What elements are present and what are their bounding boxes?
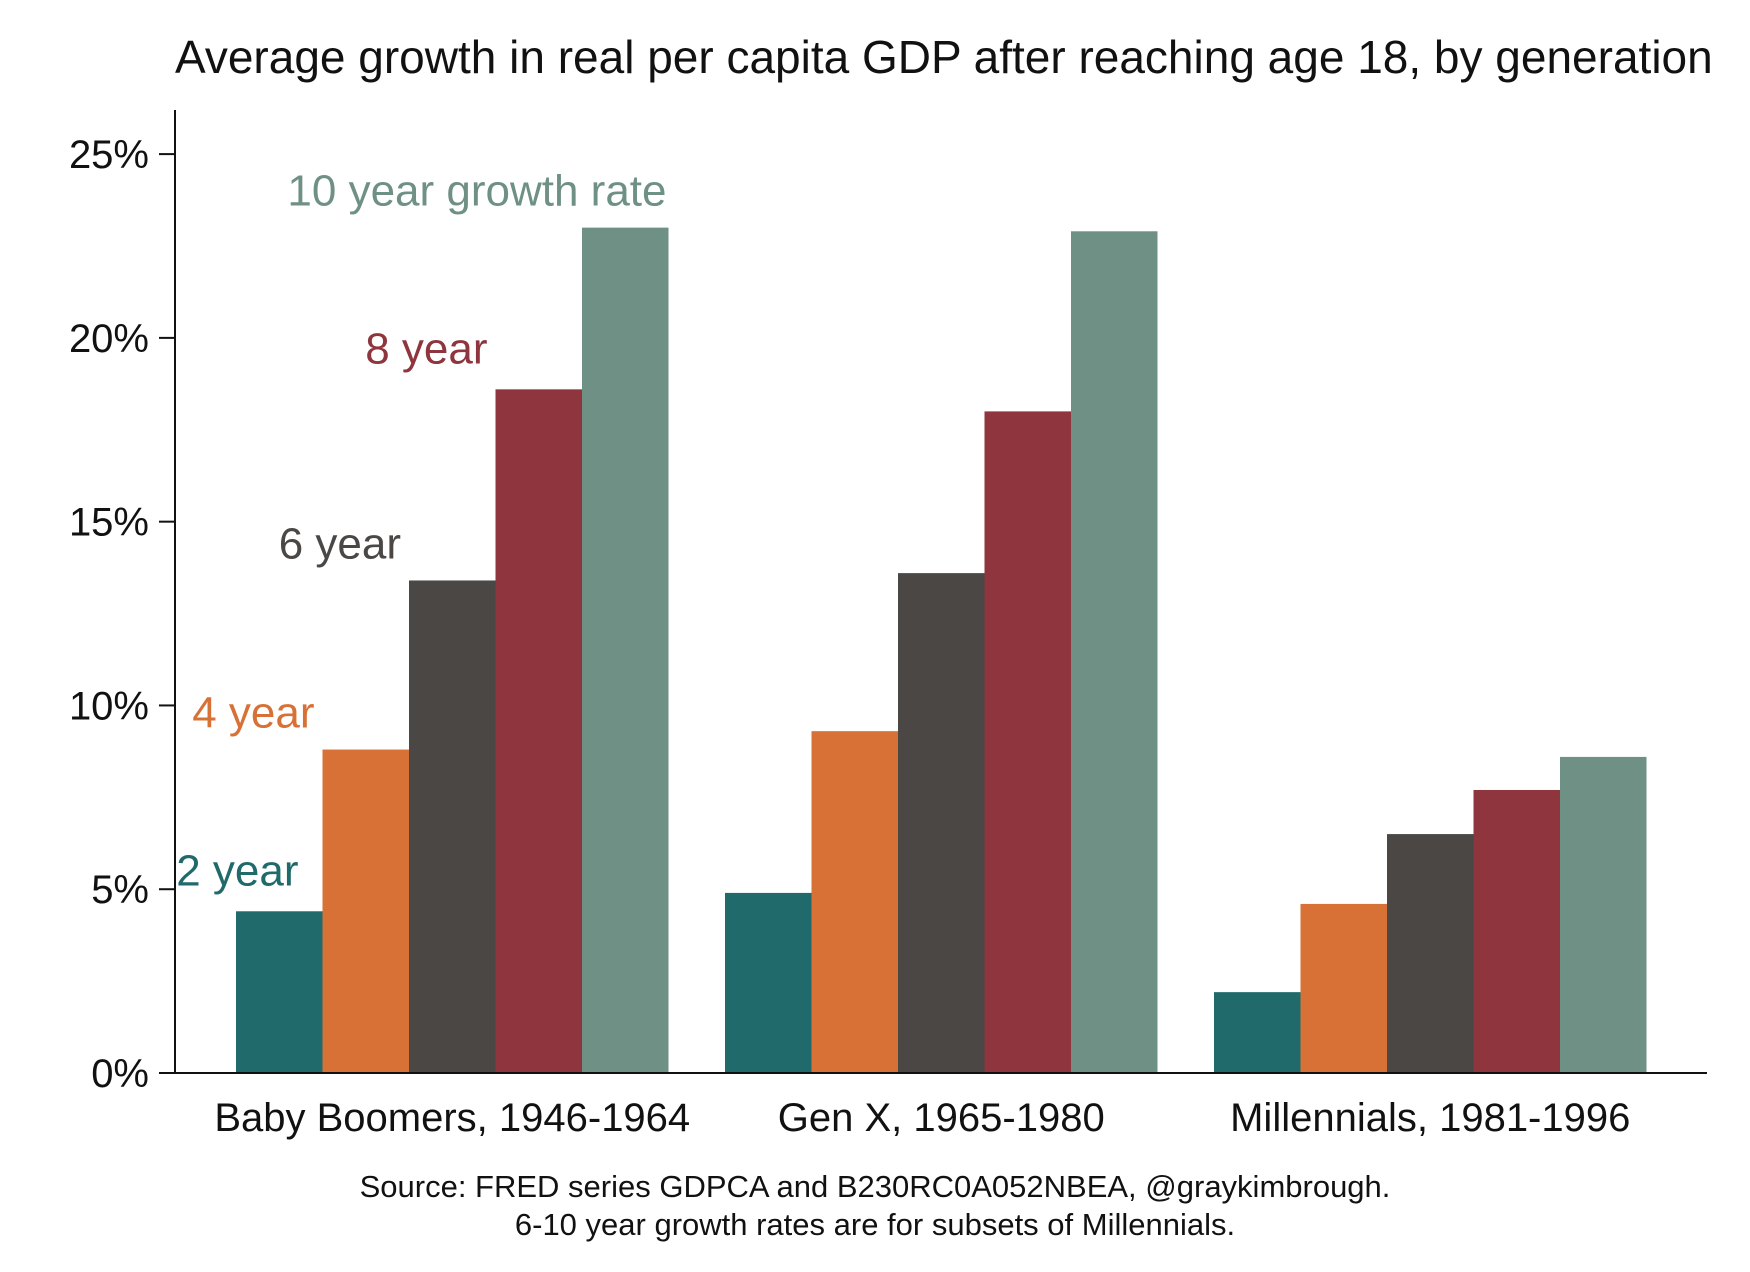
bar-5-1 xyxy=(582,227,669,1074)
bar-2-1 xyxy=(322,749,409,1073)
y-tick-label-0: 0% xyxy=(91,1052,149,1096)
bar-1-2 xyxy=(725,892,812,1073)
x-axis: Baby Boomers, 1946-1964 Gen X, 1965-1980 M… xyxy=(175,1072,1707,1140)
y-tick-label-4: 20% xyxy=(69,317,149,361)
series-label-4: 8 year xyxy=(365,324,487,373)
bar-2-3 xyxy=(1300,903,1387,1073)
bar-3-2 xyxy=(898,573,985,1073)
bar-1-3 xyxy=(1214,992,1301,1073)
series-label-2: 4 year xyxy=(192,689,314,738)
bar-4-3 xyxy=(1473,789,1560,1073)
category-label-2: Gen X, 1965-1980 xyxy=(778,1096,1105,1140)
bar-4-2 xyxy=(984,411,1071,1073)
bar-3-3 xyxy=(1387,834,1474,1073)
footnote-text: 6-10 year growth rates are for subsets o… xyxy=(514,1207,1236,1242)
series-labels-group: 2 year 4 year 6 year 8 year 10 year growth r… xyxy=(176,167,666,896)
source-text: Source: FRED series GDPCA and B230RC0A05… xyxy=(359,1169,1391,1204)
chart-title: Average growth in real per capita GDP af… xyxy=(175,31,1713,83)
y-tick-label-3: 15% xyxy=(69,501,149,545)
y-tick-label-5: 25% xyxy=(69,133,149,177)
bar-5-2 xyxy=(1071,231,1158,1074)
series-label-5: 10 year growth rate xyxy=(287,167,666,216)
category-label-3: Millennials, 1981-1996 xyxy=(1230,1096,1630,1140)
bar-4-1 xyxy=(495,389,582,1073)
series-label-1: 2 year xyxy=(176,846,298,895)
bar-1-1 xyxy=(236,911,323,1073)
y-tick-label-2: 10% xyxy=(69,684,149,728)
category-label-1: Baby Boomers, 1946-1964 xyxy=(214,1096,690,1140)
source-note: Source: FRED series GDPCA and B230RC0A05… xyxy=(0,1168,1750,1244)
series-label-3: 6 year xyxy=(279,519,401,568)
y-axis: 0% 5% 10% 15% 20% 25% xyxy=(69,110,176,1096)
bar-3-1 xyxy=(409,580,496,1073)
bar-5-3 xyxy=(1560,756,1647,1073)
y-tick-label-1: 5% xyxy=(91,868,149,912)
bars-group xyxy=(236,227,1647,1074)
bar-2-2 xyxy=(811,731,898,1073)
